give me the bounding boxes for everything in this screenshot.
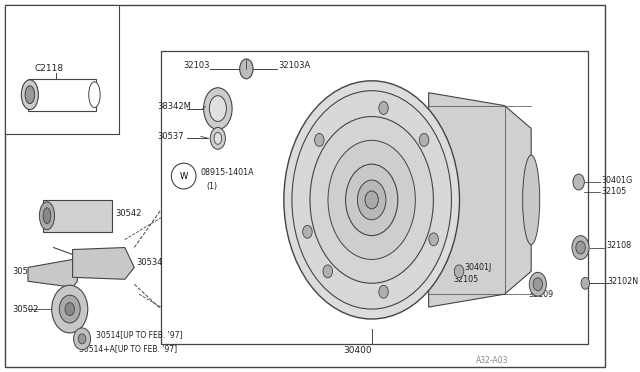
Ellipse shape xyxy=(25,86,35,104)
Text: 30514+A[UP TO FEB. '97]: 30514+A[UP TO FEB. '97] xyxy=(79,344,177,353)
Text: 30401G: 30401G xyxy=(602,176,633,185)
Text: 32103A: 32103A xyxy=(278,61,311,70)
Text: 30401J: 30401J xyxy=(465,263,492,272)
Text: 30514[UP TO FEB. '97]: 30514[UP TO FEB. '97] xyxy=(97,330,183,339)
Ellipse shape xyxy=(357,180,386,220)
Ellipse shape xyxy=(572,235,589,259)
Ellipse shape xyxy=(328,140,415,259)
Text: 32109: 32109 xyxy=(529,290,554,299)
Ellipse shape xyxy=(292,91,451,309)
Ellipse shape xyxy=(346,164,398,235)
Bar xyxy=(28,79,97,110)
Ellipse shape xyxy=(576,241,586,254)
Bar xyxy=(43,200,111,232)
Ellipse shape xyxy=(214,132,221,144)
Ellipse shape xyxy=(419,134,429,146)
Ellipse shape xyxy=(379,285,388,298)
Ellipse shape xyxy=(314,134,324,146)
Ellipse shape xyxy=(60,295,80,323)
Ellipse shape xyxy=(573,174,584,190)
Ellipse shape xyxy=(52,285,88,333)
Text: 30537: 30537 xyxy=(157,132,184,141)
Ellipse shape xyxy=(209,96,227,122)
Text: 30400: 30400 xyxy=(343,346,372,355)
Text: 30542: 30542 xyxy=(115,209,141,218)
Ellipse shape xyxy=(40,202,54,230)
Ellipse shape xyxy=(43,208,51,224)
Ellipse shape xyxy=(89,82,100,108)
Ellipse shape xyxy=(365,191,378,209)
Ellipse shape xyxy=(523,155,540,244)
Ellipse shape xyxy=(454,265,464,278)
Text: 32105: 32105 xyxy=(602,187,627,196)
Ellipse shape xyxy=(78,334,86,344)
Ellipse shape xyxy=(533,278,543,291)
Ellipse shape xyxy=(74,328,91,350)
Text: W: W xyxy=(180,171,188,180)
Text: A32-A03: A32-A03 xyxy=(476,356,509,365)
Text: 32108: 32108 xyxy=(606,241,631,250)
Text: 30534: 30534 xyxy=(136,258,163,267)
Ellipse shape xyxy=(65,303,74,315)
Ellipse shape xyxy=(284,81,460,319)
Bar xyxy=(5,5,119,134)
Ellipse shape xyxy=(429,233,438,246)
Text: 32103: 32103 xyxy=(184,61,210,70)
Text: 08915-1401A: 08915-1401A xyxy=(201,168,254,177)
Text: 30502: 30502 xyxy=(13,305,39,314)
Polygon shape xyxy=(72,247,134,279)
Text: (1): (1) xyxy=(207,182,218,190)
Text: 32102N: 32102N xyxy=(607,277,638,286)
Polygon shape xyxy=(429,93,531,307)
Text: 38342M: 38342M xyxy=(157,102,191,111)
Ellipse shape xyxy=(211,128,225,149)
Ellipse shape xyxy=(323,265,332,278)
Text: C2118: C2118 xyxy=(35,64,64,73)
Ellipse shape xyxy=(581,277,589,289)
Circle shape xyxy=(172,163,196,189)
Ellipse shape xyxy=(240,59,253,79)
Ellipse shape xyxy=(529,272,547,296)
Text: 30531: 30531 xyxy=(13,267,39,276)
Ellipse shape xyxy=(21,80,38,110)
Text: 32105: 32105 xyxy=(453,275,479,284)
Ellipse shape xyxy=(310,116,433,283)
Ellipse shape xyxy=(204,88,232,129)
Bar xyxy=(161,51,588,344)
Ellipse shape xyxy=(379,102,388,115)
Ellipse shape xyxy=(303,225,312,238)
Polygon shape xyxy=(28,259,77,287)
